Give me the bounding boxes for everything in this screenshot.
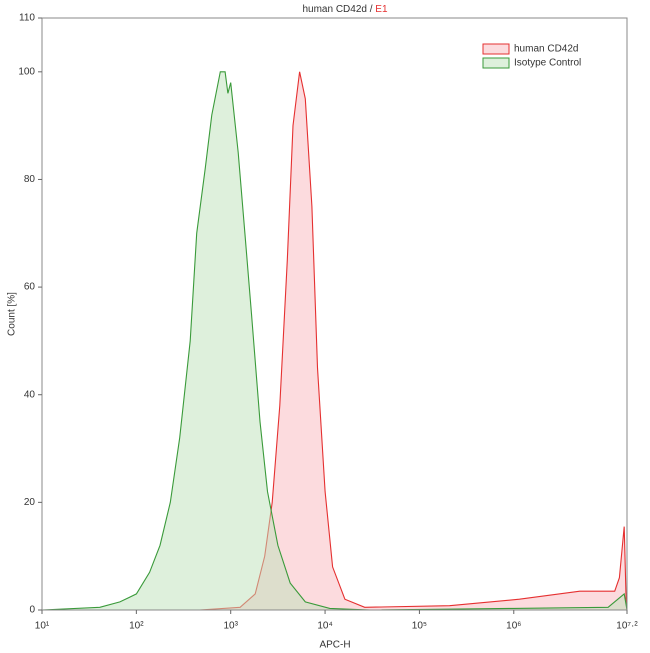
title-part: E1 — [375, 4, 388, 15]
x-tick-label: 10¹ — [35, 621, 50, 632]
legend-label: human CD42d — [514, 44, 578, 55]
x-tick-label: 10⁷·² — [616, 621, 638, 632]
area — [42, 71, 627, 611]
x-tick-label: 10⁵ — [412, 621, 427, 632]
area — [199, 71, 627, 611]
x-tick-label: 10² — [129, 621, 144, 632]
y-tick-label: 110 — [19, 13, 35, 24]
legend-label: Isotype Control — [514, 58, 581, 69]
legend-swatch — [482, 43, 510, 55]
y-tick-label: 80 — [24, 174, 36, 185]
x-axis-label: APC-H — [319, 640, 350, 651]
y-axis-label: Count [%] — [7, 292, 18, 336]
x-tick-label: 10⁶ — [506, 621, 521, 632]
y-tick-label: 0 — [29, 605, 35, 616]
x-tick-label: 10⁴ — [317, 621, 332, 632]
title-part: human CD42d / — [302, 4, 372, 15]
y-tick-label: 40 — [24, 389, 36, 400]
y-tick-label: 20 — [24, 497, 36, 508]
line — [41, 71, 628, 611]
plot-frame — [41, 17, 628, 611]
legend-swatch — [482, 57, 510, 69]
y-tick-label: 100 — [18, 66, 35, 77]
chart-title: human CD42d / E1 — [302, 4, 387, 15]
y-tick-label: 60 — [24, 282, 36, 293]
x-tick-label: 10³ — [223, 621, 238, 632]
